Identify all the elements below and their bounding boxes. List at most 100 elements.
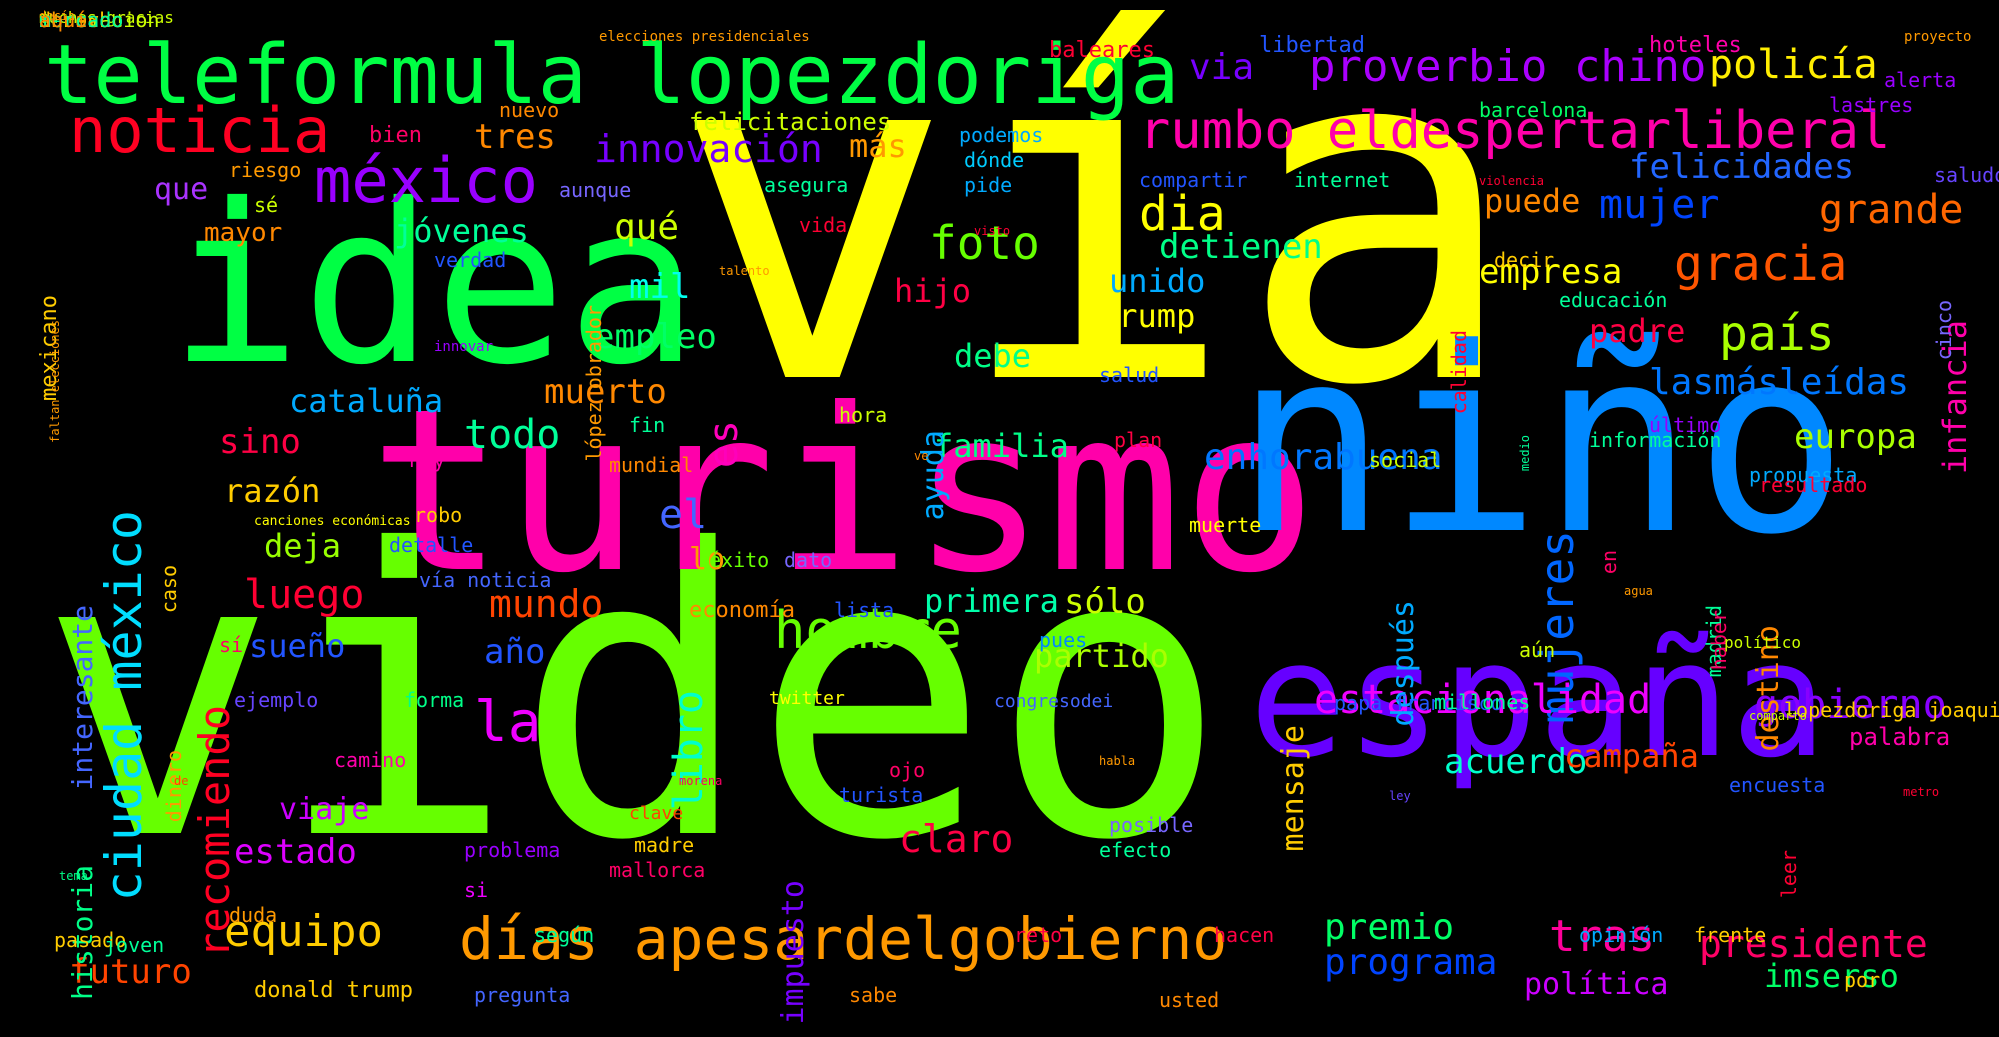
word-hoy: hoy <box>409 448 446 472</box>
word-mil: mil <box>629 267 691 307</box>
word-mujer: mujer <box>1599 182 1720 228</box>
word-nuevo: nuevo <box>499 98 560 122</box>
word-cataluna: cataluña <box>289 382 444 420</box>
word-exito: éxito <box>709 548 770 572</box>
word-si: si <box>464 878 489 902</box>
word-hijo: hijo <box>894 272 972 310</box>
word-familia: familia <box>934 427 1069 465</box>
word-nino: niño <box>1234 294 1849 591</box>
word-via-noticia: vía noticia <box>419 568 552 592</box>
word-libro: libro <box>666 690 712 811</box>
word-mundial: mundial <box>609 453 694 477</box>
word-resultado: resultado <box>1759 473 1868 497</box>
word-innovacion: innovación <box>594 127 823 171</box>
word-via: via <box>1189 47 1255 88</box>
word-europa: europa <box>1794 417 1917 457</box>
word-que: qué <box>614 207 680 248</box>
word-lasmasleidas: lasmásleídas <box>1649 362 1910 403</box>
word-se: sé <box>254 193 279 217</box>
word-unido: unido <box>1109 262 1206 300</box>
word-hombre: hombre <box>774 601 962 661</box>
word-noticia: noticia <box>69 94 331 167</box>
word-caso: caso <box>157 565 181 614</box>
word-informacion: información <box>1589 428 1722 452</box>
word-verdad: verdad <box>434 248 507 272</box>
word-leer: leer <box>1777 850 1801 899</box>
word-programa: programa <box>1324 942 1498 983</box>
word-muchas-gracias: muchas gracias <box>39 10 174 27</box>
word-metro: metro <box>1903 785 1940 799</box>
word-interesante: interesante <box>66 605 99 791</box>
word-impuesto: impuesto <box>776 880 811 1025</box>
word-alerta: alerta <box>1884 68 1957 92</box>
word-segun: según <box>534 923 595 947</box>
word-saludo: saludo <box>1934 163 1999 187</box>
word-reto: reto <box>1014 923 1063 947</box>
word-derecho: derecho <box>39 10 124 32</box>
word-muerte: muerte <box>1189 513 1262 537</box>
word-educacion: educación <box>1559 288 1668 312</box>
word-talento: talento <box>719 264 770 278</box>
word-que: que <box>154 172 209 207</box>
word-video: video <box>39 467 1229 927</box>
word-decir: decir <box>1494 248 1555 272</box>
word-habla: habla <box>1099 754 1136 768</box>
word-pregunta: pregunta <box>474 983 571 1007</box>
word-congresodei: congresodei <box>994 691 1114 712</box>
word-usted: usted <box>1159 988 1220 1012</box>
word-deja: deja <box>264 527 342 565</box>
word-ve: ve <box>914 449 929 463</box>
word-agua: agua <box>1624 584 1653 598</box>
word-cinco: cinco <box>1932 300 1956 361</box>
word-rumbo-eldespertarliberal: rumbo eldespertarliberal <box>1139 101 1891 161</box>
word-enhorabuena: enhorabuena <box>1204 437 1443 478</box>
word-cloud: vía video turismo niño idea españa teleformula… <box>39 10 1999 1037</box>
word-elecciones-presidenciales: elecciones presidenciales <box>599 29 810 45</box>
word-gobierno: gobierno <box>1754 682 1947 728</box>
word-sino: sino <box>219 422 301 462</box>
word-pasado: pasado <box>54 928 127 952</box>
word-policia: policía <box>1709 42 1878 88</box>
word-ultimo: último <box>1649 413 1722 437</box>
word-grande: grande <box>1819 187 1964 233</box>
word-primera: primera <box>924 582 1059 620</box>
word-joven: joven <box>104 933 165 957</box>
word-opinion: opinión <box>1579 923 1664 947</box>
word-salud: salud <box>1099 363 1160 387</box>
word-acuerdo: acuerdo <box>1444 742 1588 782</box>
word-ojo: ojo <box>889 758 926 782</box>
word-hoteles: hoteles <box>1649 33 1742 58</box>
word-es: es <box>701 420 747 469</box>
word-vida: vida <box>799 213 848 237</box>
word-problema: problema <box>464 838 561 862</box>
word-frente: frente <box>1694 923 1767 947</box>
word-dias-apesardelgobierno: días apesardelgobierno <box>459 905 1228 973</box>
word-detienen: detienen <box>1159 227 1323 267</box>
word-madre: madre <box>634 833 695 857</box>
word-mensaje: mensaje <box>1276 725 1311 852</box>
word-trump: trump <box>1099 297 1196 335</box>
word-viaje: viaje <box>279 792 370 827</box>
word-barcelona: barcelona <box>1479 98 1588 122</box>
word-por: por <box>1844 968 1881 992</box>
word-felicidades: felicidades <box>1629 147 1855 187</box>
word-ayuda: ayuda <box>916 430 951 521</box>
word-social: social <box>1369 448 1442 472</box>
word-idea: idea <box>169 157 699 413</box>
word-aun: aún <box>1519 638 1556 662</box>
word-lopezdoriga-joaquin: lopezdoriga joaquin <box>1784 698 1999 722</box>
word-canciones-economicas: canciones económicas <box>254 514 411 529</box>
word-millones: millones <box>1434 690 1531 714</box>
word-visto: visto <box>974 224 1011 238</box>
word-posible: posible <box>1109 813 1194 837</box>
word-hora: hora <box>839 403 888 427</box>
word-felicitaciones: felicitaciones <box>689 108 892 136</box>
word-podemos: podemos <box>959 123 1044 147</box>
word-baleares: baleares <box>1049 38 1155 63</box>
word-empleo: empleo <box>594 317 717 357</box>
word-proyecto: proyecto <box>1904 29 1972 45</box>
word-sabe: sabe <box>849 983 898 1007</box>
word-gracia: gracia <box>1674 236 1848 292</box>
word-innovar: innovar <box>434 339 494 355</box>
word-pues: pues <box>1039 628 1088 652</box>
